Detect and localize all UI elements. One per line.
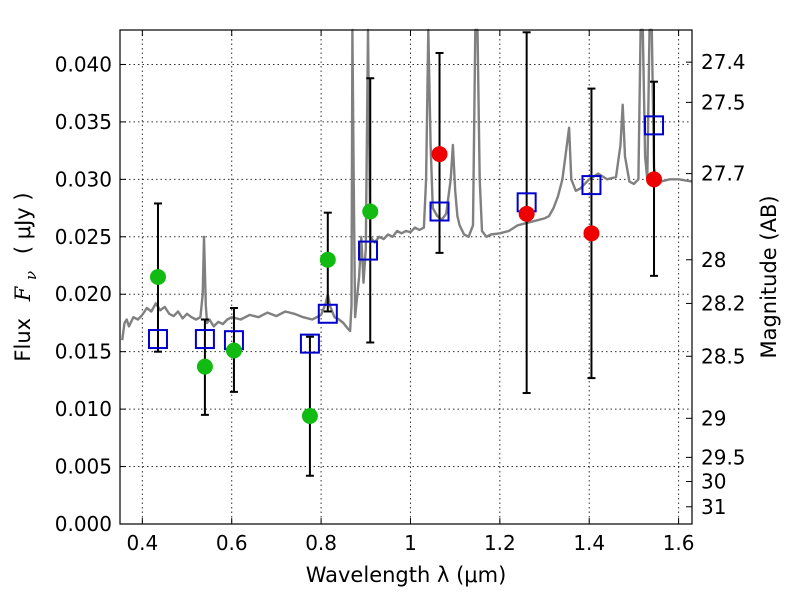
model-square-5 — [358, 240, 379, 261]
model-square-8 — [581, 175, 602, 196]
x-axis-ticks: 0.4 0.6 0.8 1 1.2 1.4 1.6 — [126, 30, 695, 555]
right-tick-label-2: 27.7 — [701, 162, 746, 186]
y-axis-label-sub: ν — [22, 271, 40, 280]
right-tick-label-6: 29 — [701, 406, 726, 430]
right-tick-label-3: 28 — [701, 248, 726, 272]
right-tick-label-1: 27.5 — [701, 90, 746, 114]
red-point-0 — [431, 146, 448, 163]
red-point-1 — [518, 205, 535, 222]
y-axis-ticks: 0.000 0.005 0.010 0.015 0.020 0.025 0.030 0.035… — [55, 52, 126, 536]
y-axis-label-symbol: F — [11, 285, 35, 302]
x-tick-label-2: 0.8 — [305, 531, 337, 555]
y-tick-label-1: 0.005 — [55, 455, 112, 479]
green-point-0 — [149, 269, 166, 285]
y-axis-label-prefix: Flux — [11, 318, 35, 362]
y-axis-label-right: Magnitude (AB) — [757, 195, 781, 358]
x-tick-label-4: 1.2 — [484, 531, 516, 555]
y-tick-label-2: 0.010 — [55, 397, 112, 421]
model-square-9 — [644, 115, 665, 136]
green-point-4 — [319, 251, 336, 268]
x-tick-label-6: 1.6 — [663, 531, 695, 555]
model-square-6 — [429, 201, 450, 222]
plot-frame — [119, 29, 693, 525]
green-point-2 — [225, 342, 242, 359]
y-tick-label-8: 0.040 — [55, 52, 112, 76]
right-tick-label-8: 30 — [701, 469, 726, 493]
x-axis-label: Wavelength λ (μm) — [306, 563, 507, 587]
green-point-1 — [196, 358, 213, 375]
y-tick-label-4: 0.020 — [55, 282, 112, 306]
model-spectrum — [121, 28, 693, 341]
green-point-3 — [301, 408, 318, 425]
model-square-3 — [299, 333, 320, 354]
y-tick-label-3: 0.015 — [55, 340, 112, 364]
red-point-3 — [646, 171, 663, 188]
right-tick-label-5: 28.5 — [701, 344, 746, 368]
red-point-2 — [583, 225, 600, 242]
y-axis-label-units: ( μJy ) — [11, 192, 35, 254]
right-tick-label-7: 29.5 — [701, 445, 746, 469]
model-square-4 — [317, 303, 338, 324]
errorbar-3 — [305, 335, 314, 477]
photometry-points — [149, 146, 663, 425]
y-axis-label-left: Flux F ν ( μJy ) — [11, 192, 41, 361]
right-tick-label-0: 27.4 — [701, 50, 746, 74]
model-square-1 — [194, 329, 215, 350]
x-tick-label-0: 0.4 — [126, 531, 158, 555]
model-square-0 — [147, 329, 168, 350]
green-point-5 — [362, 203, 379, 220]
y-tick-label-7: 0.035 — [55, 110, 112, 134]
x-tick-label-1: 0.6 — [216, 531, 248, 555]
x-tick-label-5: 1.4 — [573, 531, 605, 555]
y-tick-label-5: 0.025 — [55, 225, 112, 249]
right-tick-label-4: 28.2 — [701, 291, 746, 315]
y-tick-label-0: 0.000 — [55, 512, 112, 536]
right-tick-label-9: 31 — [701, 495, 726, 519]
y-tick-label-6: 0.030 — [55, 167, 112, 191]
x-tick-label-3: 1 — [404, 531, 417, 555]
spectrum-line — [121, 28, 693, 341]
grid — [120, 30, 692, 524]
